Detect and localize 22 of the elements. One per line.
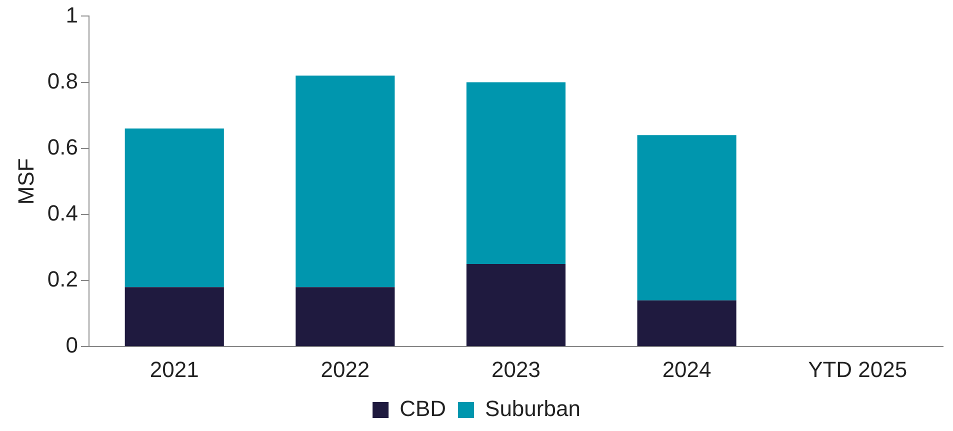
y-tick-label: 0.4	[47, 200, 78, 226]
y-tick-label: 0.2	[47, 266, 78, 292]
x-tick-label: 2021	[150, 356, 199, 382]
legend-label: CBD	[400, 396, 446, 422]
bar	[124, 287, 224, 346]
bar	[466, 82, 566, 264]
legend-label: Suburban	[485, 396, 580, 422]
bar	[637, 135, 736, 300]
bar	[466, 264, 566, 346]
y-tick-label: 1	[66, 2, 78, 28]
y-axis-title: MSF	[13, 158, 38, 205]
y-tick-label: 0	[66, 332, 78, 358]
bar	[296, 76, 395, 288]
bar	[637, 300, 736, 346]
y-tick-label: 0.6	[47, 134, 78, 160]
y-tick-label: 0.8	[47, 68, 78, 94]
x-tick-label: 2022	[320, 356, 370, 382]
x-tick-label: 2024	[662, 356, 712, 382]
bar	[124, 128, 224, 288]
bar	[296, 287, 395, 346]
x-tick-label: YTD 2025	[808, 356, 908, 382]
x-tick-label: 2023	[492, 356, 540, 382]
